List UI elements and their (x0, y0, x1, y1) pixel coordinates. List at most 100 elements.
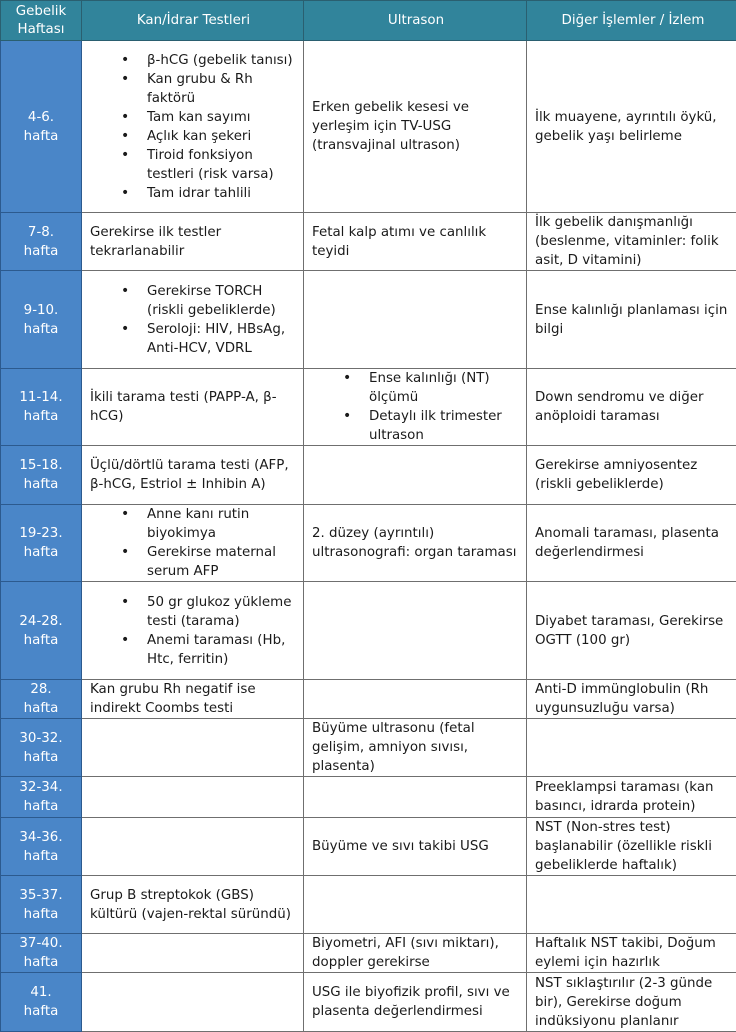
tests-cell (82, 973, 304, 1032)
week-cell: 4-6.hafta (1, 41, 82, 213)
ultrasound-cell: Büyüme ve sıvı takibi USG (304, 818, 527, 876)
tests-cell: β-hCG (gebelik tanısı)Kan grubu & Rh fak… (82, 41, 304, 213)
tests-cell: İkili tarama testi (PAPP-A, β-hCG) (82, 369, 304, 446)
list-item: 50 gr glukoz yükleme testi (tarama) (147, 593, 297, 631)
ultrasound-cell: Erken gebelik kesesi ve yerleşim için TV… (304, 41, 527, 213)
other-cell: Anti-D immünglobulin (Rh uygunsuzluğu va… (527, 680, 736, 719)
list-item: Tiroid fonksiyon testleri (risk varsa) (147, 146, 297, 184)
header-row: Gebelik Haftası Kan/İdrar Testleri Ultra… (1, 1, 736, 41)
tests-cell (82, 934, 304, 973)
other-cell: NST (Non-stres test) başlanabilir (özell… (527, 818, 736, 876)
week-range: 37-40. (1, 934, 81, 953)
week-unit: hafta (1, 543, 81, 562)
list-item: Anemi taraması (Hb, Htc, ferritin) (147, 631, 297, 669)
tests-cell (82, 818, 304, 876)
week-unit: hafta (1, 748, 81, 767)
ultrasound-cell: Biyometri, AFI (sıvı miktarı), doppler g… (304, 934, 527, 973)
week-range: 9-10. (1, 301, 81, 320)
ultrasound-cell: Büyüme ultrasonu (fetal gelişim, amniyon… (304, 719, 527, 777)
other-cell: Ense kalınlığı planlaması için bilgi (527, 271, 736, 369)
list-item: Gerekirse maternal serum AFP (147, 543, 297, 581)
ultrasound-cell: Fetal kalp atımı ve canlılık teyidi (304, 213, 527, 271)
table-row: 19-23.haftaAnne kanı rutin biyokimyaGere… (1, 505, 736, 582)
ultrasound-cell (304, 777, 527, 818)
ultrasound-cell-list: Ense kalınlığı (NT) ölçümüDetaylı ilk tr… (312, 369, 520, 445)
header-tests: Kan/İdrar Testleri (82, 1, 304, 41)
tests-cell-list: Gerekirse TORCH (riskli gebeliklerde)Ser… (90, 282, 297, 358)
tests-cell: Grup B streptokok (GBS) kültürü (vajen-r… (82, 876, 304, 934)
list-item: Anne kanı rutin biyokimya (147, 505, 297, 543)
table-row: 37-40.hafta Biyometri, AFI (sıvı miktarı)… (1, 934, 736, 973)
week-cell: 37-40.hafta (1, 934, 82, 973)
tests-cell (82, 777, 304, 818)
week-range: 34-36. (1, 828, 81, 847)
week-cell: 7-8.hafta (1, 213, 82, 271)
other-cell: İlk gebelik danışmanlığı (beslenme, vita… (527, 213, 736, 271)
tests-cell: Kan grubu Rh negatif ise indirekt Coombs… (82, 680, 304, 719)
week-range: 4-6. (1, 108, 81, 127)
tests-cell: Gerekirse ilk testler tekrarlanabilir (82, 213, 304, 271)
week-range: 7-8. (1, 223, 81, 242)
week-cell: 28.hafta (1, 680, 82, 719)
week-cell: 11-14.hafta (1, 369, 82, 446)
tests-cell-list: β-hCG (gebelik tanısı)Kan grubu & Rh fak… (90, 51, 297, 203)
week-cell: 9-10.hafta (1, 271, 82, 369)
week-range: 41. (1, 983, 81, 1002)
week-range: 32-34. (1, 778, 81, 797)
week-unit: hafta (1, 699, 81, 718)
list-item: Detaylı ilk trimester ultrason (369, 407, 520, 445)
header-week: Gebelik Haftası (1, 1, 82, 41)
week-cell: 41.hafta (1, 973, 82, 1032)
week-cell: 15-18.hafta (1, 446, 82, 505)
other-cell: Preeklampsi taraması (kan basıncı, idrar… (527, 777, 736, 818)
ultrasound-cell (304, 582, 527, 680)
week-unit: hafta (1, 797, 81, 816)
week-range: 19-23. (1, 524, 81, 543)
week-cell: 19-23.hafta (1, 505, 82, 582)
tests-cell: Gerekirse TORCH (riskli gebeliklerde)Ser… (82, 271, 304, 369)
ultrasound-cell (304, 876, 527, 934)
week-unit: hafta (1, 320, 81, 339)
list-item: Tam kan sayımı (147, 108, 297, 127)
list-item: β-hCG (gebelik tanısı) (147, 51, 297, 70)
week-range: 24-28. (1, 612, 81, 631)
tests-cell-list: Anne kanı rutin biyokimyaGerekirse mater… (90, 505, 297, 581)
week-cell: 24-28.hafta (1, 582, 82, 680)
week-cell: 35-37.hafta (1, 876, 82, 934)
tests-cell (82, 719, 304, 777)
other-cell: NST sıklaştırılır (2-3 günde bir), Gerek… (527, 973, 736, 1032)
tests-cell-list: 50 gr glukoz yükleme testi (tarama)Anemi… (90, 593, 297, 669)
week-unit: hafta (1, 905, 81, 924)
other-cell: İlk muayene, ayrıntılı öykü, gebelik yaş… (527, 41, 736, 213)
header-ultrasound: Ultrason (304, 1, 527, 41)
week-unit: hafta (1, 631, 81, 650)
week-unit: hafta (1, 1002, 81, 1021)
ultrasound-cell (304, 271, 527, 369)
week-range: 30-32. (1, 729, 81, 748)
list-item: Kan grubu & Rh faktörü (147, 70, 297, 108)
week-unit: hafta (1, 407, 81, 426)
other-cell: Diyabet taraması, Gerekirse OGTT (100 gr… (527, 582, 736, 680)
table-row: 24-28.hafta50 gr glukoz yükleme testi (t… (1, 582, 736, 680)
other-cell (527, 719, 736, 777)
other-cell: Down sendromu ve diğer anöploidi taramas… (527, 369, 736, 446)
tests-cell: 50 gr glukoz yükleme testi (tarama)Anemi… (82, 582, 304, 680)
header-other: Diğer İşlemler / İzlem (527, 1, 736, 41)
table-row: 32-34.hafta Preeklampsi taraması (kan bas… (1, 777, 736, 818)
ultrasound-cell (304, 446, 527, 505)
week-unit: hafta (1, 475, 81, 494)
ultrasound-cell: Ense kalınlığı (NT) ölçümüDetaylı ilk tr… (304, 369, 527, 446)
week-range: 11-14. (1, 388, 81, 407)
week-range: 15-18. (1, 456, 81, 475)
table-row: 30-32.hafta Büyüme ultrasonu (fetal geliş… (1, 719, 736, 777)
week-cell: 30-32.hafta (1, 719, 82, 777)
tests-cell: Anne kanı rutin biyokimyaGerekirse mater… (82, 505, 304, 582)
list-item: Seroloji: HIV, HBsAg, Anti-HCV, VDRL (147, 320, 297, 358)
